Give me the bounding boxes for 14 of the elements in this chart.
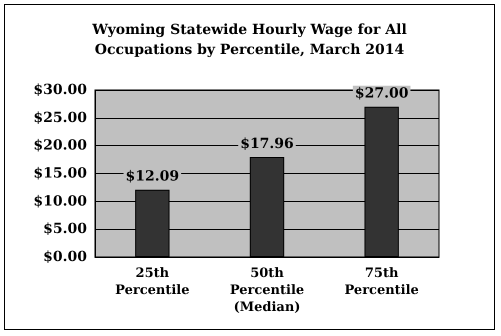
y-tick-label: $15.00 <box>33 166 88 182</box>
y-tick-label: $5.00 <box>43 221 88 238</box>
data-label: $12.09 <box>126 168 180 185</box>
y-tick-label: $0.00 <box>43 249 88 265</box>
x-tick-label: 25th Percentile <box>115 266 190 298</box>
y-tick-label: $25.00 <box>33 110 88 126</box>
y-tick-label: $10.00 <box>33 193 88 210</box>
data-label: $27.00 <box>354 86 409 102</box>
x-tick-label: 50th Percentile (Median) <box>230 266 304 315</box>
chart-title: Wyoming Statewide Hourly Wage for All Occupations by Percentile, March 2014 <box>91 22 407 58</box>
y-tick-label: $20.00 <box>33 138 88 154</box>
data-label: $17.96 <box>240 136 294 152</box>
y-tick-label: $30.00 <box>33 82 88 98</box>
x-tick-label: 75th Percentile <box>344 266 419 298</box>
